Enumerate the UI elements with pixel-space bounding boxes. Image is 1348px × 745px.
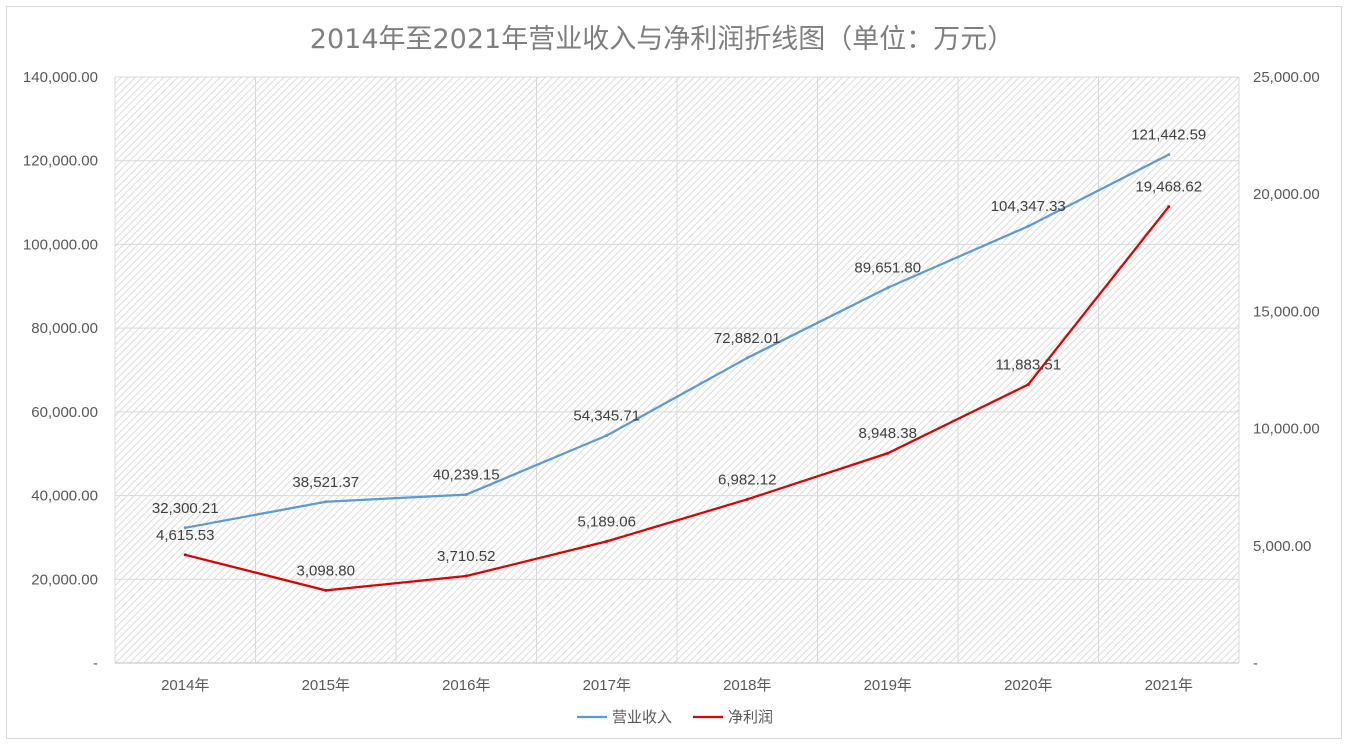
data-label: 11,883.51 [995,356,1061,373]
legend: 营业收入 净利润 [577,708,773,726]
data-label: 40,239.15 [433,467,500,484]
x-tick-label: 2021年 [1145,677,1193,694]
y-axis-left: - 20,000.00 40,000.00 60,000.00 80,000.00 100… [23,69,98,672]
data-point [605,434,609,438]
data-point [1026,382,1030,386]
data-label: 104,347.33 [991,198,1066,215]
data-label: 4,615.53 [156,527,214,544]
data-point [605,539,609,543]
data-label: 54,345.71 [573,408,640,425]
y-left-tick-label: 80,000.00 [31,320,98,337]
x-tick-label: 2015年 [302,677,350,694]
y-left-tick-label: - [93,655,98,672]
y-right-tick-label: - [1253,655,1258,672]
y-right-tick-label: 20,000.00 [1253,186,1320,203]
legend-label: 净利润 [728,708,773,726]
data-point [1167,153,1171,157]
x-tick-label: 2019年 [864,677,912,694]
chart: 2014年至2021年营业收入与净利润折线图（单位：万元） - 20,000.00… [23,24,1320,726]
y-axis-right: - 5,000.00 10,000.00 15,000.00 20,000.00 25,0… [1253,69,1320,672]
data-point [324,500,328,504]
data-point [886,286,890,290]
data-label: 6,982.12 [718,471,776,488]
data-point [886,451,890,455]
data-point [1026,224,1030,228]
data-label: 89,651.80 [854,260,921,277]
data-label: 8,948.38 [859,425,917,442]
y-right-tick-label: 5,000.00 [1253,538,1311,555]
chart-title: 2014年至2021年营业收入与净利润折线图（单位：万元） [310,24,1014,55]
y-left-tick-label: 120,000.00 [23,153,98,170]
chart-frame: 2014年至2021年营业收入与净利润折线图（单位：万元） - 20,000.00… [6,6,1342,739]
data-point [183,526,187,530]
y-left-tick-label: 60,000.00 [31,404,98,421]
data-label: 72,882.01 [714,330,781,347]
y-left-tick-label: 40,000.00 [31,488,98,505]
data-point [324,588,328,592]
y-left-tick-label: 100,000.00 [23,236,98,253]
y-left-tick-label: 20,000.00 [31,571,98,588]
data-point [745,356,749,360]
legend-label: 营业收入 [612,708,672,726]
series-lines [183,153,1171,592]
series-line-net-profit [184,205,1170,592]
y-right-tick-label: 15,000.00 [1253,303,1320,320]
data-label: 121,442.59 [1131,127,1206,144]
y-right-tick-label: 25,000.00 [1253,69,1320,86]
data-point [183,553,187,557]
data-label: 32,300.21 [152,500,219,517]
data-point [464,493,468,497]
x-axis: 2014年 2015年 2016年 2017年 2018年 2019年 2020年 2021年 [161,677,1193,694]
x-tick-label: 2014年 [161,677,209,694]
x-tick-label: 2020年 [1004,677,1052,694]
y-right-tick-label: 10,000.00 [1253,421,1320,438]
x-tick-label: 2016年 [442,677,490,694]
data-label: 3,098.80 [297,562,355,579]
data-point [745,497,749,501]
data-point [1167,205,1171,209]
x-tick-label: 2018年 [723,677,771,694]
y-left-tick-label: 140,000.00 [23,69,98,86]
data-label: 38,521.37 [292,474,359,491]
data-point [464,574,468,578]
data-label: 5,189.06 [578,513,636,530]
data-label: 3,710.52 [437,548,495,565]
gridlines [114,76,1240,664]
data-labels: 32,300.21 38,521.37 40,239.15 54,345.71 72,8… [152,127,1206,580]
data-label: 19,468.62 [1135,179,1202,196]
x-tick-label: 2017年 [583,677,631,694]
series-line-revenue [185,153,1170,529]
